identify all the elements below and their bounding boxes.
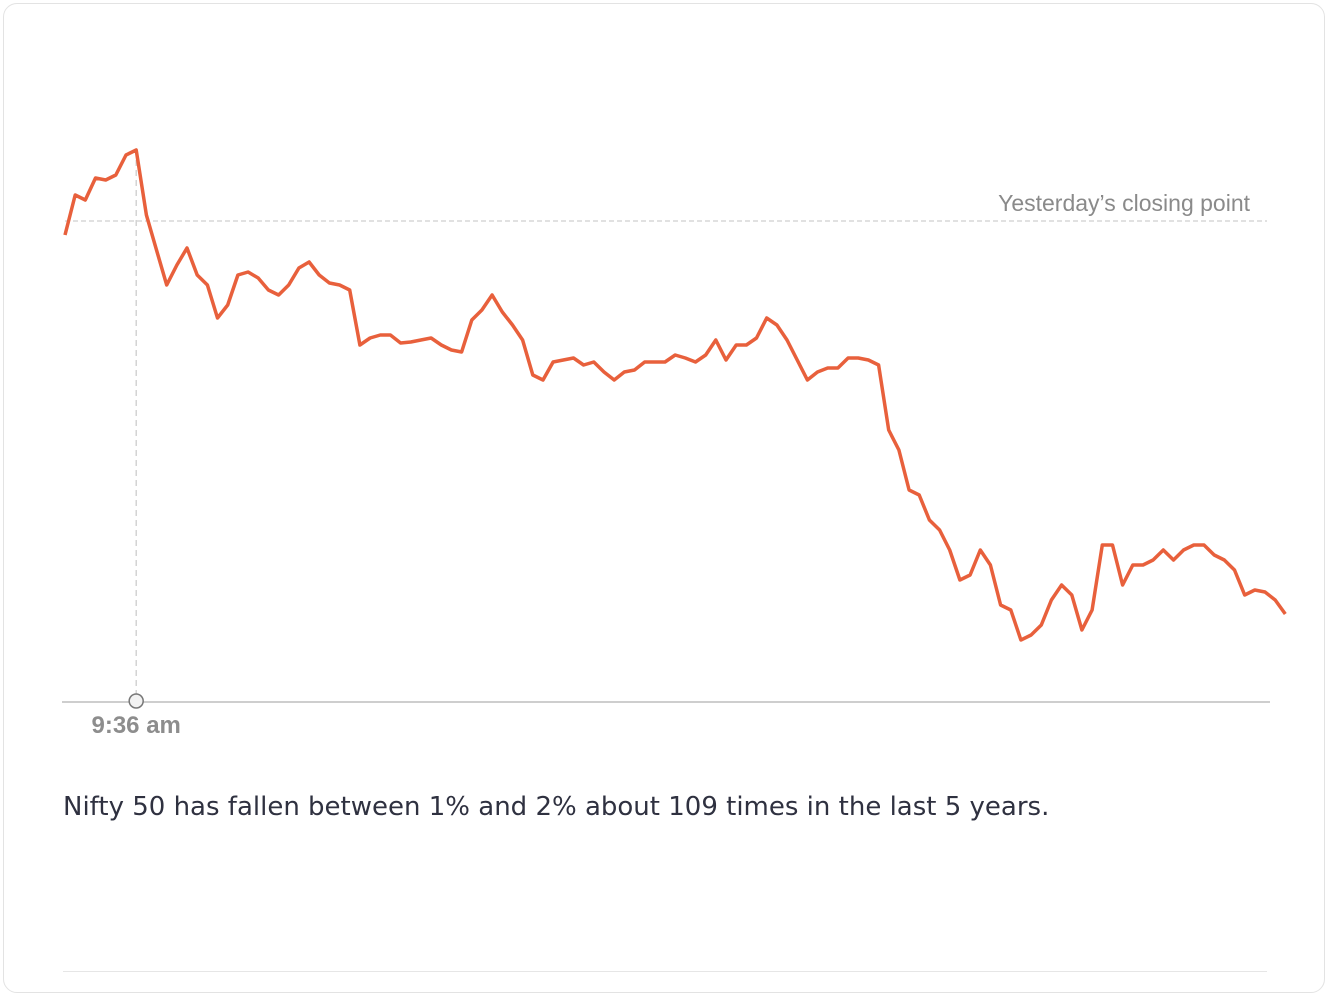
time-marker xyxy=(128,693,144,709)
reference-label: Yesterday’s closing point xyxy=(998,190,1250,216)
price-line xyxy=(63,148,1287,642)
caption: Nifty 50 has fallen between 1% and 2% ab… xyxy=(63,792,1050,822)
divider xyxy=(63,971,1267,972)
x-tick-label: 9:36 am xyxy=(91,712,180,739)
